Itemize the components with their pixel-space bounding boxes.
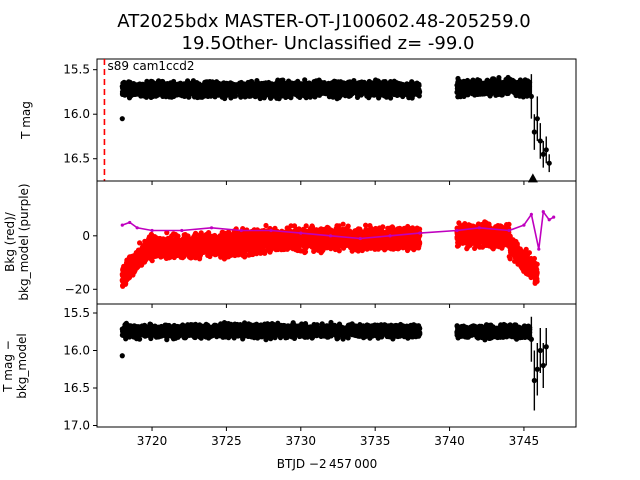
- top-data-point: [521, 82, 527, 88]
- top-data-point: [263, 88, 269, 94]
- top-data-point: [288, 83, 294, 89]
- top-data-point: [369, 84, 375, 90]
- top-data-point: [142, 89, 148, 95]
- top-data-point: [379, 82, 386, 88]
- top-data-point: [537, 138, 543, 144]
- top-data-point: [515, 86, 521, 92]
- top-data-point: [338, 91, 345, 98]
- top-data-point: [496, 91, 502, 97]
- top-data-point: [199, 91, 205, 97]
- top-data-point: [399, 83, 405, 89]
- top-data-point: [278, 83, 284, 89]
- top-data-point: [164, 86, 170, 92]
- top-data-point: [186, 86, 193, 92]
- top-data-point: [152, 87, 158, 93]
- top-data-point: [146, 90, 153, 96]
- top-data-point: [363, 83, 370, 89]
- top-data-point: [372, 89, 378, 96]
- top-data-point: [283, 89, 289, 95]
- top-data-point: [513, 80, 519, 86]
- top-data-point: [543, 147, 549, 153]
- top-data-point: [199, 85, 205, 91]
- top-data-point: [415, 82, 421, 88]
- top-data-point: [212, 84, 218, 90]
- top-data-point: [263, 82, 269, 88]
- top-data-point: [296, 90, 302, 96]
- top-data-point: [314, 79, 320, 85]
- top-data-point: [225, 84, 231, 90]
- top-data-point: [275, 77, 281, 83]
- top-data-point: [332, 87, 338, 93]
- top-data-point: [531, 129, 537, 135]
- top-data-point: [540, 151, 546, 157]
- top-data-point: [546, 160, 552, 166]
- top-data-point: [219, 88, 225, 94]
- top-data-point: [121, 79, 127, 85]
- top-data-point: [127, 87, 133, 93]
- top-data-point: [470, 84, 476, 90]
- top-data-point: [255, 86, 261, 92]
- top-data-point: [323, 85, 329, 91]
- top-data-point: [479, 87, 485, 93]
- top-frame: [96, 58, 577, 182]
- top-data-point: [133, 91, 139, 97]
- top-data-point: [158, 85, 165, 91]
- top-data-point: [506, 88, 512, 94]
- top-data-point: [416, 88, 423, 95]
- top-data-point: [387, 90, 393, 96]
- top-data-point: [402, 88, 408, 94]
- top-data-point: [517, 93, 523, 99]
- top-data-point: [194, 89, 200, 95]
- top-data-point: [492, 78, 498, 84]
- top-data-point: [334, 96, 340, 102]
- top-data-point: [244, 91, 250, 97]
- top-data-point: [119, 116, 125, 122]
- panel-top-magnitude: 15.5 16.0 16.5 s89 cam1ccd2 T mag: [19, 58, 577, 185]
- top-data-point: [283, 94, 289, 100]
- top-data-point: [352, 84, 358, 90]
- top-data-point: [460, 80, 466, 86]
- top-ytick-label: 15.5: [63, 63, 90, 77]
- top-data-point: [301, 84, 307, 90]
- top-data-point: [386, 85, 392, 91]
- top-ytick-label: 16.5: [63, 152, 90, 166]
- top-data-point: [258, 91, 264, 97]
- top-data-point: [268, 84, 274, 90]
- top-data-point: [520, 89, 526, 95]
- top-data-point: [168, 80, 174, 86]
- top-data-point: [268, 95, 274, 101]
- top-data-point: [317, 85, 323, 91]
- top-data-point: [360, 88, 366, 94]
- top-data-point: [470, 77, 476, 83]
- top-data-point: [179, 86, 185, 92]
- sector-annotation: s89 cam1ccd2: [107, 59, 194, 73]
- top-data-point: [534, 116, 540, 122]
- top-points: [119, 74, 552, 173]
- top-data-point: [337, 83, 344, 89]
- top-data-point: [408, 89, 414, 95]
- chart-title-line-1: AT2025bdx MASTER-OT-J100602.48-205259.0: [117, 11, 530, 32]
- top-ytick-label: 16.0: [63, 107, 90, 121]
- top-data-point: [244, 82, 250, 88]
- top-data-point: [406, 82, 412, 88]
- top-data-point: [460, 90, 466, 97]
- top-data-point: [499, 83, 505, 89]
- top-data-point: [347, 84, 353, 90]
- top-data-point: [291, 90, 297, 96]
- top-data-point: [528, 93, 534, 100]
- top-data-point: [210, 90, 216, 96]
- top-data-point: [309, 81, 315, 88]
- top-data-point: [465, 81, 471, 87]
- top-ylabel: T mag: [19, 101, 33, 140]
- top-data-point: [294, 85, 301, 91]
- top-data-point: [120, 85, 126, 91]
- top-data-point: [465, 87, 471, 93]
- chart-title-line-2: 19.5Other- Unclassified z= -99.0: [182, 33, 475, 54]
- top-data-point: [307, 88, 314, 94]
- top-data-point: [254, 78, 260, 84]
- top-data-point: [134, 86, 140, 92]
